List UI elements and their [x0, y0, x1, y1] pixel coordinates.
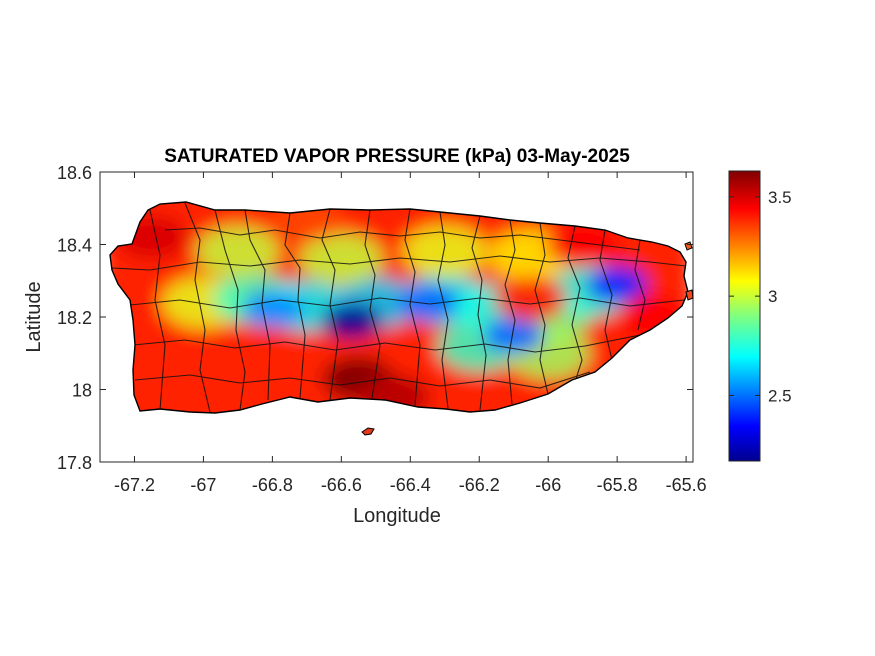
y-tick-label: 17.8	[57, 453, 92, 473]
field-feature	[132, 331, 205, 376]
field-feature	[242, 291, 303, 328]
field-feature	[321, 302, 382, 339]
x-tick-label: -66.4	[390, 475, 431, 495]
field-feature	[397, 284, 458, 321]
x-tick-label: -66.8	[252, 475, 293, 495]
vieques-edge-islet	[685, 289, 694, 301]
field-blob	[195, 225, 280, 278]
colorbar	[728, 170, 761, 462]
field-blob	[299, 233, 384, 285]
y-tick-label: 18	[72, 381, 92, 401]
field-feature	[483, 317, 544, 354]
colorbar-tick-label: 2.5	[768, 386, 792, 405]
colorbar-ticks: 2.5 3 3.5	[729, 188, 792, 405]
x-tick-label: -65.8	[597, 475, 638, 495]
x-tick-label: -66.2	[459, 475, 500, 495]
field-feature	[494, 276, 567, 321]
colorbar-tick-label: 3.5	[768, 188, 792, 207]
y-tick-label: 18.6	[57, 163, 92, 183]
x-tick-label: -66.6	[321, 475, 362, 495]
y-axis-label: Latitude	[23, 281, 45, 352]
y-axis: 17.8 18 18.2 18.4 18.6	[57, 163, 693, 473]
field-feature	[587, 266, 648, 303]
municipal-boundaries	[111, 202, 687, 413]
colorbar-tick-label: 3	[768, 287, 777, 306]
x-tick-label: -67.2	[114, 475, 155, 495]
x-tick-label: -66	[535, 475, 561, 495]
caja-de-muertos-island	[361, 427, 375, 436]
field-blob	[402, 225, 487, 278]
x-axis-label: Longitude	[353, 505, 441, 527]
x-tick-label: -65.6	[666, 475, 707, 495]
y-tick-label: 18.2	[57, 308, 92, 328]
chart-title: SATURATED VAPOR PRESSURE (kPa) 03-May-20…	[164, 146, 630, 167]
x-axis: -67.2 -67 -66.8 -66.6 -66.4 -66.2 -66 -65.8 -65.…	[114, 172, 707, 495]
x-tick-label: -67	[190, 475, 216, 495]
y-tick-label: 18.4	[57, 236, 92, 256]
